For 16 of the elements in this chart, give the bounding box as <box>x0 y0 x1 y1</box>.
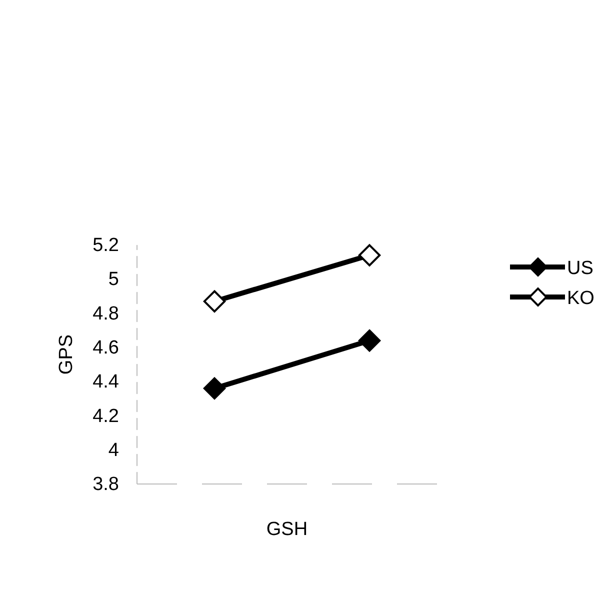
y-tick-label: 4.6 <box>92 338 119 359</box>
point <box>358 244 381 266</box>
y-tick-label: 4.2 <box>92 406 119 427</box>
y-tick-label: 5.2 <box>92 235 119 256</box>
y-tick-label: 5 <box>108 269 119 290</box>
point <box>203 377 226 400</box>
y-tick-label: 4 <box>108 440 120 461</box>
y-tick-label: 3.8 <box>92 474 119 496</box>
y-tick-label: 4.8 <box>92 303 119 324</box>
point <box>358 330 381 352</box>
x-axis-title: GSH <box>266 519 308 540</box>
legend-label: US <box>567 258 594 279</box>
y-axis-title: GPS <box>56 334 77 375</box>
y-tick-label: 4.4 <box>92 372 120 393</box>
point <box>203 290 226 312</box>
legend-label: KO <box>567 288 594 309</box>
